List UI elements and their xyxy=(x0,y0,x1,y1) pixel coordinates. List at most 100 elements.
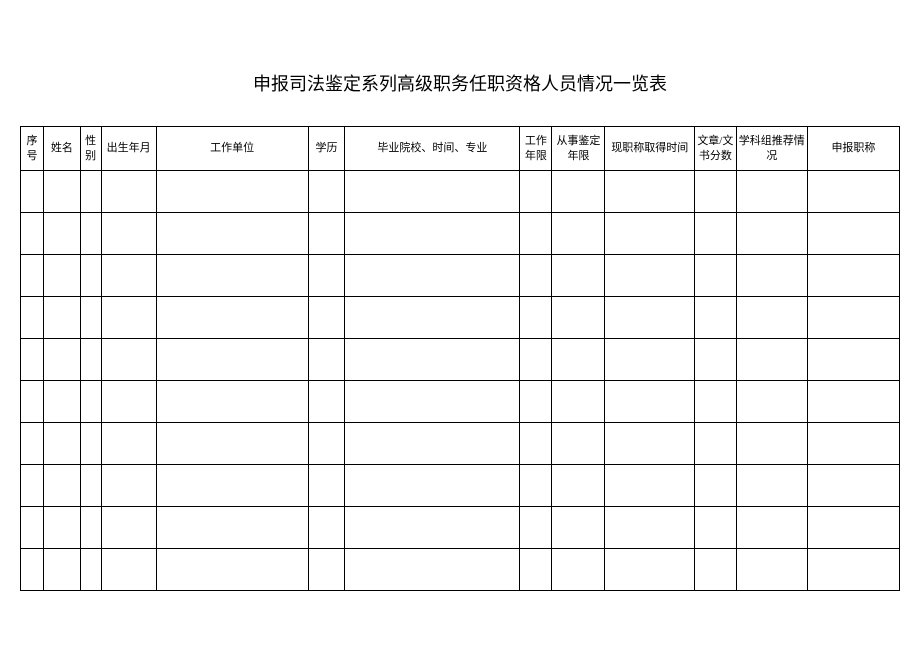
table-cell xyxy=(605,549,695,591)
table-cell xyxy=(101,339,156,381)
table-cell xyxy=(552,339,605,381)
table-cell xyxy=(736,465,807,507)
table-cell xyxy=(605,423,695,465)
table-cell xyxy=(101,297,156,339)
table-cell xyxy=(807,297,899,339)
table-cell xyxy=(308,171,345,213)
table-cell xyxy=(44,171,81,213)
table-cell xyxy=(80,255,101,297)
table-body xyxy=(21,171,900,591)
table-cell xyxy=(552,549,605,591)
table-cell xyxy=(308,255,345,297)
table-cell xyxy=(736,255,807,297)
table-cell xyxy=(605,465,695,507)
table-cell xyxy=(80,171,101,213)
table-cell xyxy=(520,423,552,465)
table-cell xyxy=(44,339,81,381)
table-cell xyxy=(308,423,345,465)
table-cell xyxy=(345,339,520,381)
column-header: 毕业院校、时间、专业 xyxy=(345,127,520,171)
table-cell xyxy=(736,381,807,423)
table-row xyxy=(21,507,900,549)
table-cell xyxy=(101,381,156,423)
column-header: 现职称取得时间 xyxy=(605,127,695,171)
table-cell xyxy=(345,507,520,549)
document-page: 申报司法鉴定系列高级职务任职资格人员情况一览表 序号姓名性别出生年月工作单位学历… xyxy=(0,0,920,611)
table-cell xyxy=(44,423,81,465)
table-row xyxy=(21,339,900,381)
table-cell xyxy=(156,255,308,297)
table-cell xyxy=(308,549,345,591)
table-cell xyxy=(520,381,552,423)
table-cell xyxy=(80,213,101,255)
table-cell xyxy=(807,381,899,423)
table-cell xyxy=(695,255,736,297)
table-cell xyxy=(695,549,736,591)
table-cell xyxy=(605,255,695,297)
table-cell xyxy=(101,423,156,465)
table-cell xyxy=(807,549,899,591)
table-cell xyxy=(736,507,807,549)
table-cell xyxy=(695,213,736,255)
table-cell xyxy=(807,465,899,507)
table-cell xyxy=(308,213,345,255)
column-header: 学科组推荐情况 xyxy=(736,127,807,171)
table-cell xyxy=(156,339,308,381)
table-row xyxy=(21,213,900,255)
table-cell xyxy=(736,423,807,465)
table-cell xyxy=(345,465,520,507)
table-cell xyxy=(44,507,81,549)
table-cell xyxy=(345,213,520,255)
table-cell xyxy=(21,465,44,507)
table-cell xyxy=(156,423,308,465)
table-cell xyxy=(552,297,605,339)
table-cell xyxy=(156,549,308,591)
table-cell xyxy=(736,297,807,339)
table-cell xyxy=(552,465,605,507)
table-row xyxy=(21,255,900,297)
table-cell xyxy=(520,465,552,507)
table-cell xyxy=(345,297,520,339)
table-row xyxy=(21,549,900,591)
table-cell xyxy=(807,507,899,549)
table-cell xyxy=(21,213,44,255)
table-cell xyxy=(736,213,807,255)
table-cell xyxy=(101,255,156,297)
table-cell xyxy=(807,423,899,465)
table-cell xyxy=(101,549,156,591)
table-cell xyxy=(345,381,520,423)
table-cell xyxy=(308,297,345,339)
column-header: 学历 xyxy=(308,127,345,171)
table-cell xyxy=(736,171,807,213)
table-cell xyxy=(156,465,308,507)
table-cell xyxy=(80,507,101,549)
table-cell xyxy=(552,255,605,297)
table-cell xyxy=(21,507,44,549)
table-cell xyxy=(80,339,101,381)
table-cell xyxy=(44,549,81,591)
table-cell xyxy=(807,255,899,297)
table-cell xyxy=(552,507,605,549)
column-header: 文章/文书分数 xyxy=(695,127,736,171)
column-header: 从事鉴定年限 xyxy=(552,127,605,171)
table-cell xyxy=(156,507,308,549)
table-cell xyxy=(695,465,736,507)
table-cell xyxy=(44,381,81,423)
table-cell xyxy=(156,171,308,213)
table-cell xyxy=(736,549,807,591)
table-cell xyxy=(807,171,899,213)
page-title: 申报司法鉴定系列高级职务任职资格人员情况一览表 xyxy=(20,70,900,96)
column-header: 申报职称 xyxy=(807,127,899,171)
table-cell xyxy=(21,423,44,465)
table-cell xyxy=(552,423,605,465)
table-cell xyxy=(695,381,736,423)
column-header: 序号 xyxy=(21,127,44,171)
table-cell xyxy=(695,507,736,549)
table-cell xyxy=(44,297,81,339)
table-cell xyxy=(695,297,736,339)
table-row xyxy=(21,297,900,339)
table-cell xyxy=(520,339,552,381)
table-cell xyxy=(605,171,695,213)
table-cell xyxy=(80,297,101,339)
table-cell xyxy=(21,549,44,591)
